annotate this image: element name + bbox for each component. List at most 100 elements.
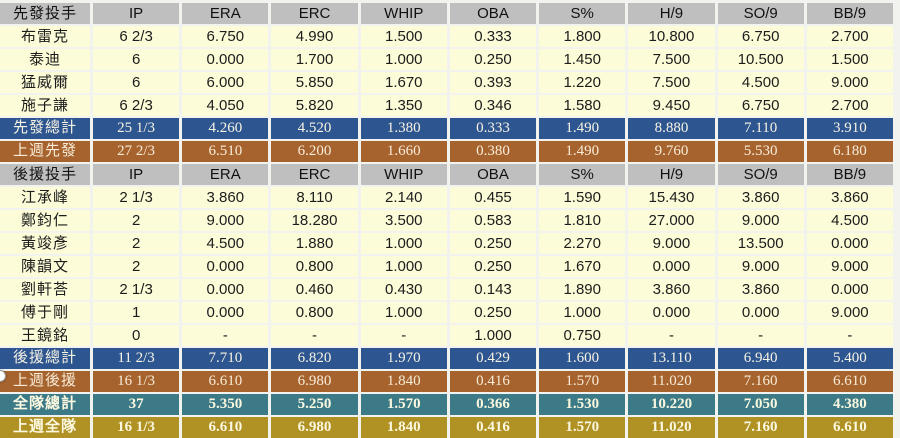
stat-cell: 1.500 — [360, 26, 447, 47]
stat-cell: 0.000 — [806, 233, 893, 254]
stat-cell: 0.800 — [271, 256, 358, 277]
column-header-cell: SO/9 — [717, 164, 804, 185]
stat-cell: 11.020 — [628, 371, 715, 392]
stat-cell: 7.500 — [628, 72, 715, 93]
row-label-cell: 劉軒荅 — [0, 279, 90, 300]
stat-cell: 1.450 — [539, 49, 626, 70]
stat-cell: 1.580 — [539, 95, 626, 116]
stat-cell: 0.583 — [449, 210, 537, 231]
stat-cell: 0.250 — [449, 302, 537, 323]
stat-cell: 16 1/3 — [93, 371, 180, 392]
stat-cell: 1.500 — [806, 49, 893, 70]
stat-cell: 7.160 — [717, 417, 804, 438]
stat-cell: 0.800 — [271, 302, 358, 323]
column-header-cell: OBA — [449, 164, 537, 185]
column-header-cell: ERA — [182, 164, 269, 185]
stat-cell: 7.110 — [717, 118, 804, 139]
stat-cell: 6.610 — [182, 371, 269, 392]
stat-cell: 0.333 — [449, 118, 537, 139]
stat-cell: 11 2/3 — [93, 348, 180, 369]
column-header-cell: OBA — [449, 3, 537, 24]
stat-cell: 3.860 — [806, 187, 893, 208]
stat-cell: 6.820 — [271, 348, 358, 369]
stat-cell: 9.450 — [628, 95, 715, 116]
column-header-cell: BB/9 — [806, 164, 893, 185]
row-label-cell: 先發總計 — [0, 118, 90, 139]
stat-cell: - — [182, 325, 269, 346]
stat-cell: 27 2/3 — [93, 141, 180, 162]
stat-cell: 3.860 — [628, 279, 715, 300]
stat-cell: 0.346 — [449, 95, 537, 116]
stat-cell: 1.000 — [539, 302, 626, 323]
stat-cell: 3.500 — [360, 210, 447, 231]
stat-cell: 6.940 — [717, 348, 804, 369]
stat-cell: 5.250 — [271, 394, 358, 415]
stat-cell: 1.570 — [360, 394, 447, 415]
stat-cell: 1.000 — [449, 325, 537, 346]
row-label-cell: 施子謙 — [0, 95, 90, 116]
stat-cell: 8.880 — [628, 118, 715, 139]
stat-cell: 1.840 — [360, 371, 447, 392]
stat-cell: 6.180 — [806, 141, 893, 162]
stat-cell: 1.600 — [539, 348, 626, 369]
row-label-cell: 陳韻文 — [0, 256, 90, 277]
stat-cell: 6.610 — [806, 371, 893, 392]
stat-cell: 1.000 — [360, 256, 447, 277]
column-header-cell: IP — [93, 164, 180, 185]
stat-cell: 9.000 — [717, 210, 804, 231]
stat-cell: 6.750 — [717, 95, 804, 116]
stat-cell: 0.000 — [628, 256, 715, 277]
stat-cell: 1.000 — [360, 302, 447, 323]
stat-cell: 11.020 — [628, 417, 715, 438]
row-label-cell: 上週先發 — [0, 141, 90, 162]
stat-cell: 10.800 — [628, 26, 715, 47]
stat-cell: 6 2/3 — [93, 95, 180, 116]
stat-cell: 4.500 — [717, 72, 804, 93]
stat-cell: 0.000 — [182, 302, 269, 323]
stat-cell: 0.000 — [806, 279, 893, 300]
stat-cell: 0.000 — [182, 49, 269, 70]
stat-cell: 2.140 — [360, 187, 447, 208]
stat-cell: 0.460 — [271, 279, 358, 300]
stat-cell: 3.860 — [717, 187, 804, 208]
row-label-cell: 傅于剛 — [0, 302, 90, 323]
section-header-cell: 先發投手 — [0, 3, 90, 24]
stat-cell: 7.160 — [717, 371, 804, 392]
stat-cell: 5.530 — [717, 141, 804, 162]
stat-cell: 1.880 — [271, 233, 358, 254]
stat-cell: 1.840 — [360, 417, 447, 438]
stat-cell: 1.670 — [539, 256, 626, 277]
row-label-cell: 全隊總計 — [0, 394, 90, 415]
stat-cell: 1.530 — [539, 394, 626, 415]
stat-cell: 1.490 — [539, 118, 626, 139]
stat-cell: 0.000 — [628, 302, 715, 323]
stat-cell: 4.380 — [806, 394, 893, 415]
stat-cell: 0.393 — [449, 72, 537, 93]
stat-cell: 1.490 — [539, 141, 626, 162]
stat-cell: 0.380 — [449, 141, 537, 162]
stat-cell: 5.850 — [271, 72, 358, 93]
stat-cell: 0.250 — [449, 256, 537, 277]
stat-cell: 6 2/3 — [93, 26, 180, 47]
stat-cell: 4.260 — [182, 118, 269, 139]
stat-cell: 1.220 — [539, 72, 626, 93]
stat-cell: 0.750 — [539, 325, 626, 346]
stat-cell: 6.750 — [717, 26, 804, 47]
stat-cell: 1.570 — [539, 371, 626, 392]
stat-cell: 6.980 — [271, 417, 358, 438]
stat-cell: 0.366 — [449, 394, 537, 415]
stat-cell: 1.570 — [539, 417, 626, 438]
stat-cell: 13.110 — [628, 348, 715, 369]
stat-cell: 8.110 — [271, 187, 358, 208]
stat-cell: 1.810 — [539, 210, 626, 231]
stat-cell: 2 — [93, 256, 180, 277]
row-label-cell: 後援總計 — [0, 348, 90, 369]
column-header-cell: ERA — [182, 3, 269, 24]
stat-cell: 27.000 — [628, 210, 715, 231]
stat-cell: 5.820 — [271, 95, 358, 116]
stat-cell: 0.000 — [182, 279, 269, 300]
row-label-cell: 上週全隊 — [0, 417, 90, 438]
stat-cell: 6.610 — [806, 417, 893, 438]
column-header-cell: IP — [93, 3, 180, 24]
